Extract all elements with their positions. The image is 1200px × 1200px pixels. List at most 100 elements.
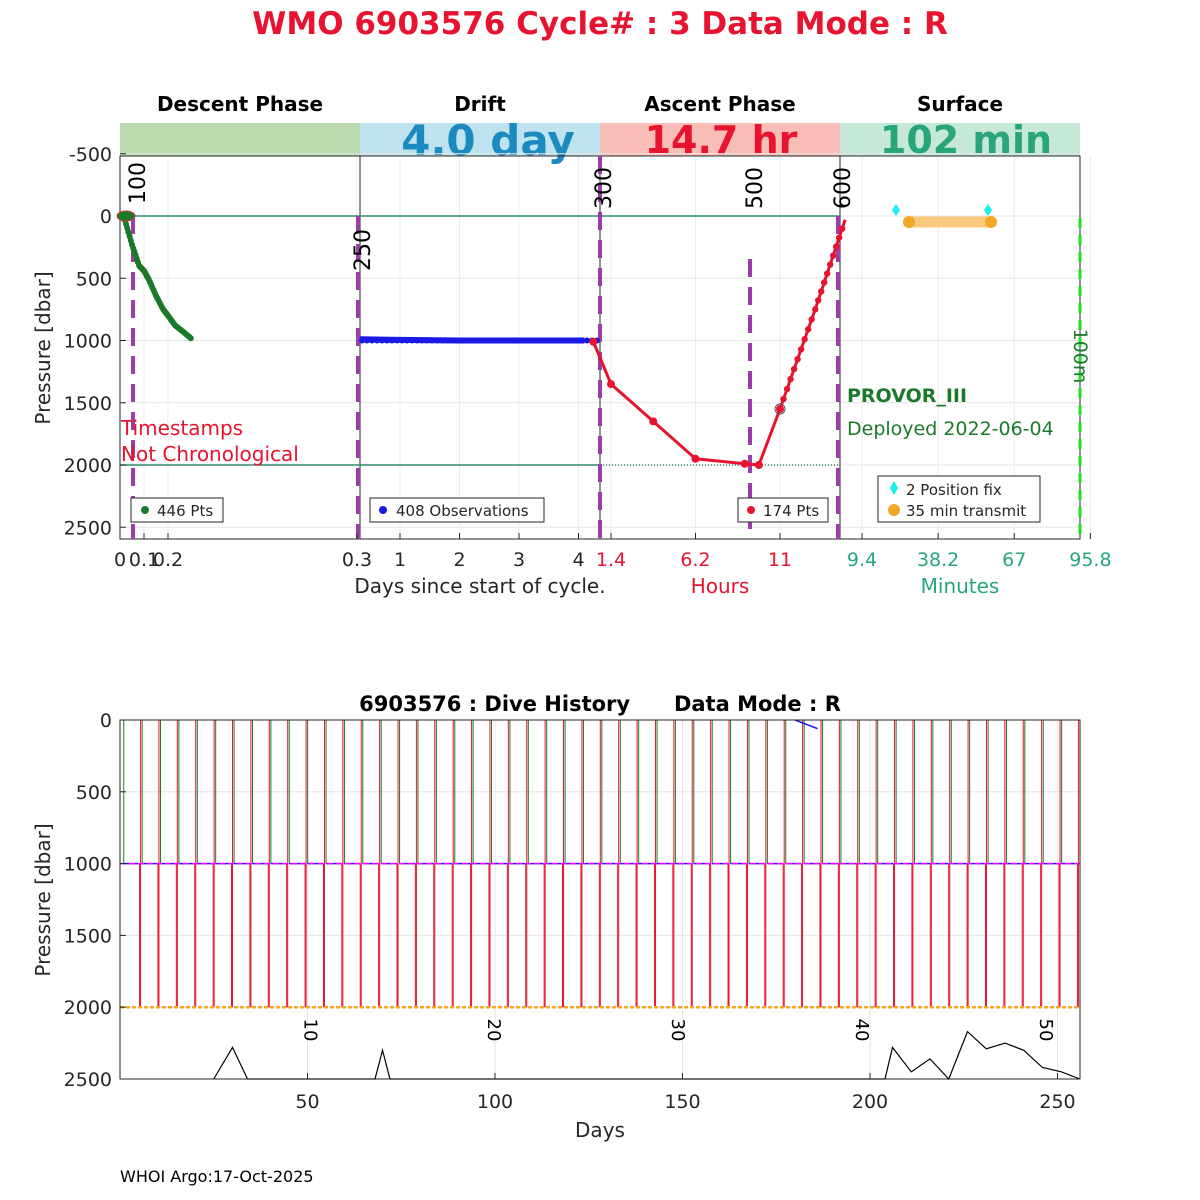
top-x-tick-label: 3 xyxy=(513,549,525,571)
drift-point xyxy=(399,337,405,344)
top-y-tick-label: -500 xyxy=(69,144,112,166)
top-x-tick-label: 95.8 xyxy=(1069,549,1111,571)
ascent-duration: 14.7 hr xyxy=(645,118,798,162)
xlabel-hours: Hours xyxy=(691,574,750,598)
top-y-tick-label: 2000 xyxy=(64,455,112,477)
drift-point xyxy=(429,337,435,344)
dive-history-title: 6903576 : Dive History Data Mode : R xyxy=(359,692,841,716)
ascent-point xyxy=(829,252,837,259)
bottom-x-tick-label: 100 xyxy=(477,1091,513,1113)
cycle-label: 40 xyxy=(851,1019,872,1042)
top-y-tick-label: 500 xyxy=(76,268,112,290)
drift-point xyxy=(569,337,575,344)
drift-point xyxy=(404,337,410,344)
reference-lines xyxy=(120,862,1080,1009)
top-x-tick-label: 6.2 xyxy=(680,549,710,571)
drift-point xyxy=(564,337,570,344)
footer-credit: WHOI Argo:17-Oct-2025 xyxy=(120,1167,314,1186)
ascent-point xyxy=(835,234,843,241)
bottom-y-tick-label: 2500 xyxy=(64,1069,112,1091)
deployment-date: Deployed 2022-06-04 xyxy=(847,418,1054,440)
drift-point xyxy=(514,337,520,344)
phase-marker-label: 500 xyxy=(743,167,768,209)
top-x-tick-label: 67 xyxy=(1002,549,1026,571)
cycle-label: 30 xyxy=(667,1019,688,1042)
top-x-tick-label: 0.3 xyxy=(342,549,372,571)
drift-point xyxy=(534,337,540,344)
drift-point xyxy=(484,337,490,344)
drift-point xyxy=(499,337,505,344)
cycle-label: 10 xyxy=(299,1019,320,1042)
drift-point xyxy=(369,337,375,344)
ascent-point xyxy=(812,306,819,313)
drift-point xyxy=(474,337,480,344)
phase-title-ascent: Ascent Phase xyxy=(644,92,795,116)
bottom-plot-frame xyxy=(119,719,1081,1080)
ascent-point xyxy=(740,459,749,468)
bottom-x-tick-label: 200 xyxy=(852,1091,888,1113)
drift-point xyxy=(459,337,465,344)
bottom-panel: 6903576 : Dive History Data Mode : R 10 2… xyxy=(31,692,1081,1142)
ascent-point xyxy=(589,337,598,346)
top-x-tick-label: 38.2 xyxy=(917,549,959,571)
drift-point xyxy=(379,337,385,344)
legend-surface: 2 Position fix 35 min transmit xyxy=(877,475,1041,523)
drift-point xyxy=(384,337,390,344)
descent-point xyxy=(187,335,194,342)
drift-point xyxy=(539,337,545,344)
drift-point xyxy=(529,337,535,344)
legend-ascent: 174 Pts xyxy=(737,497,829,523)
drift-point xyxy=(469,337,475,344)
drift-point xyxy=(439,337,445,344)
position-fix-2 xyxy=(984,204,992,216)
drift-point xyxy=(579,337,585,344)
bottom-x-tick-label: 50 xyxy=(295,1091,319,1113)
xlabel-days: Days since start of cycle. xyxy=(354,574,605,598)
ascent-point xyxy=(817,288,825,295)
top-y-tick-label: 0 xyxy=(100,206,112,228)
ascent-point xyxy=(691,454,700,463)
drift-point xyxy=(544,337,550,344)
drift-point xyxy=(434,337,440,344)
drift-point xyxy=(519,337,525,344)
top-y-tick-label: 2500 xyxy=(64,517,112,539)
legend-descent: 446 Pts xyxy=(130,497,224,523)
bottom-depth-trace xyxy=(213,1030,1081,1081)
surface-drift-trace xyxy=(794,719,818,730)
descent-band xyxy=(120,123,360,156)
drift-point xyxy=(364,337,370,344)
drift-point xyxy=(464,337,470,344)
drift-point xyxy=(574,337,580,344)
top-y-tick-label: 1500 xyxy=(64,393,112,415)
ascent-point xyxy=(787,375,794,383)
descent-series xyxy=(116,210,194,342)
ascent-point xyxy=(607,380,615,389)
position-fix-1 xyxy=(892,204,900,216)
ascent-point xyxy=(649,417,658,426)
top-x-tick-label: 11 xyxy=(768,549,792,571)
drift-point xyxy=(504,337,510,344)
top-panel: Descent Phase Drift Ascent Phase Surface… xyxy=(31,92,1112,598)
phase-title-surface: Surface xyxy=(917,92,1003,116)
ascent-point xyxy=(754,461,763,469)
phase-title-descent: Descent Phase xyxy=(157,92,323,116)
phase-marker-label: 100 xyxy=(126,162,151,204)
legend-drift-label: 408 Observations xyxy=(396,502,529,520)
drift-point xyxy=(584,337,590,344)
ascent-point xyxy=(776,405,784,413)
top-x-tick-label: 1.4 xyxy=(596,549,626,571)
ascent-point xyxy=(797,346,805,353)
drift-point xyxy=(509,337,515,344)
drift-point xyxy=(374,337,380,344)
cycle-label: 20 xyxy=(483,1019,504,1042)
bottom-trace-line xyxy=(213,1030,1081,1081)
ascent-point xyxy=(808,316,815,323)
ascent-point xyxy=(820,279,828,286)
phase-title-drift: Drift xyxy=(454,92,506,116)
top-x-tick-label: 0 xyxy=(114,549,126,571)
ascent-point xyxy=(783,385,791,393)
ascent-point xyxy=(804,326,812,333)
ascent-bottom-point xyxy=(774,403,786,415)
bottom-y-tick-label: 1000 xyxy=(64,854,112,876)
drift-point xyxy=(444,337,450,344)
